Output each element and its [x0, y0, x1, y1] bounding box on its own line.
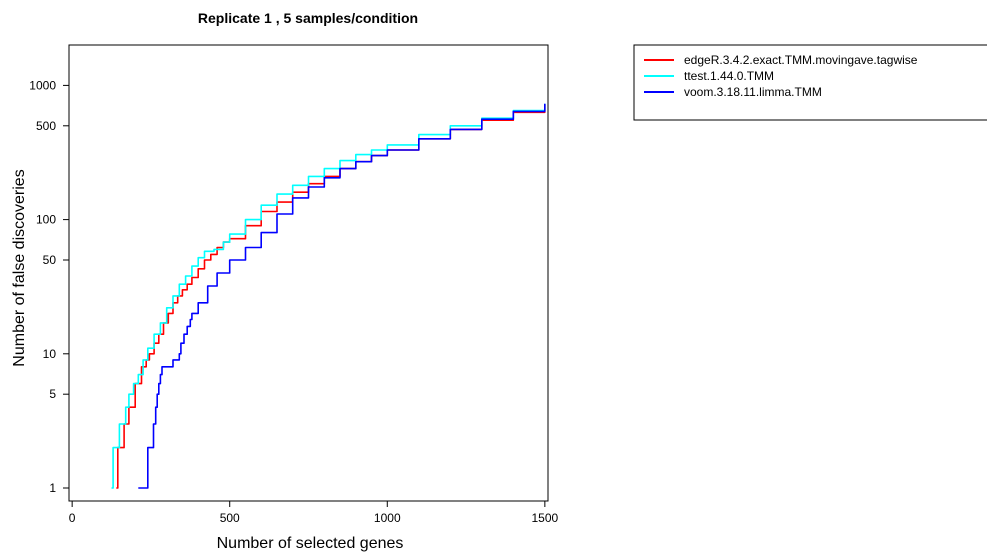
legend: edgeR.3.4.2.exact.TMM.movingave.tagwise t…: [634, 45, 987, 120]
series-line-1: [116, 105, 545, 489]
series-line-2: [112, 104, 545, 488]
y-tick-label: 100: [36, 213, 56, 227]
legend-label-1: edgeR.3.4.2.exact.TMM.movingave.tagwise: [684, 53, 918, 67]
y-axis-label: Number of false discoveries: [11, 169, 28, 366]
y-tick-label: 10: [43, 347, 57, 361]
series-group: [112, 104, 545, 488]
legend-label-2: ttest.1.44.0.TMM: [684, 69, 774, 83]
y-tick-label: 1000: [29, 78, 56, 92]
y-tick-label: 500: [36, 119, 56, 133]
chart-title: Replicate 1 , 5 samples/condition: [198, 10, 418, 26]
x-axis: 0 500 1000 1500: [69, 501, 559, 525]
x-tick-label: 0: [69, 511, 76, 525]
y-tick-label: 50: [43, 253, 57, 267]
x-tick-label: 1500: [531, 511, 558, 525]
y-tick-label: 1: [49, 481, 56, 495]
legend-label-3: voom.3.18.11.limma.TMM: [684, 85, 822, 99]
y-tick-label: 5: [49, 387, 56, 401]
x-tick-label: 1000: [374, 511, 401, 525]
x-tick-label: 500: [220, 511, 240, 525]
y-axis: 1 5 10 50 100 500 1000: [29, 78, 69, 495]
x-axis-label: Number of selected genes: [217, 535, 404, 552]
plot-frame: [69, 45, 548, 501]
